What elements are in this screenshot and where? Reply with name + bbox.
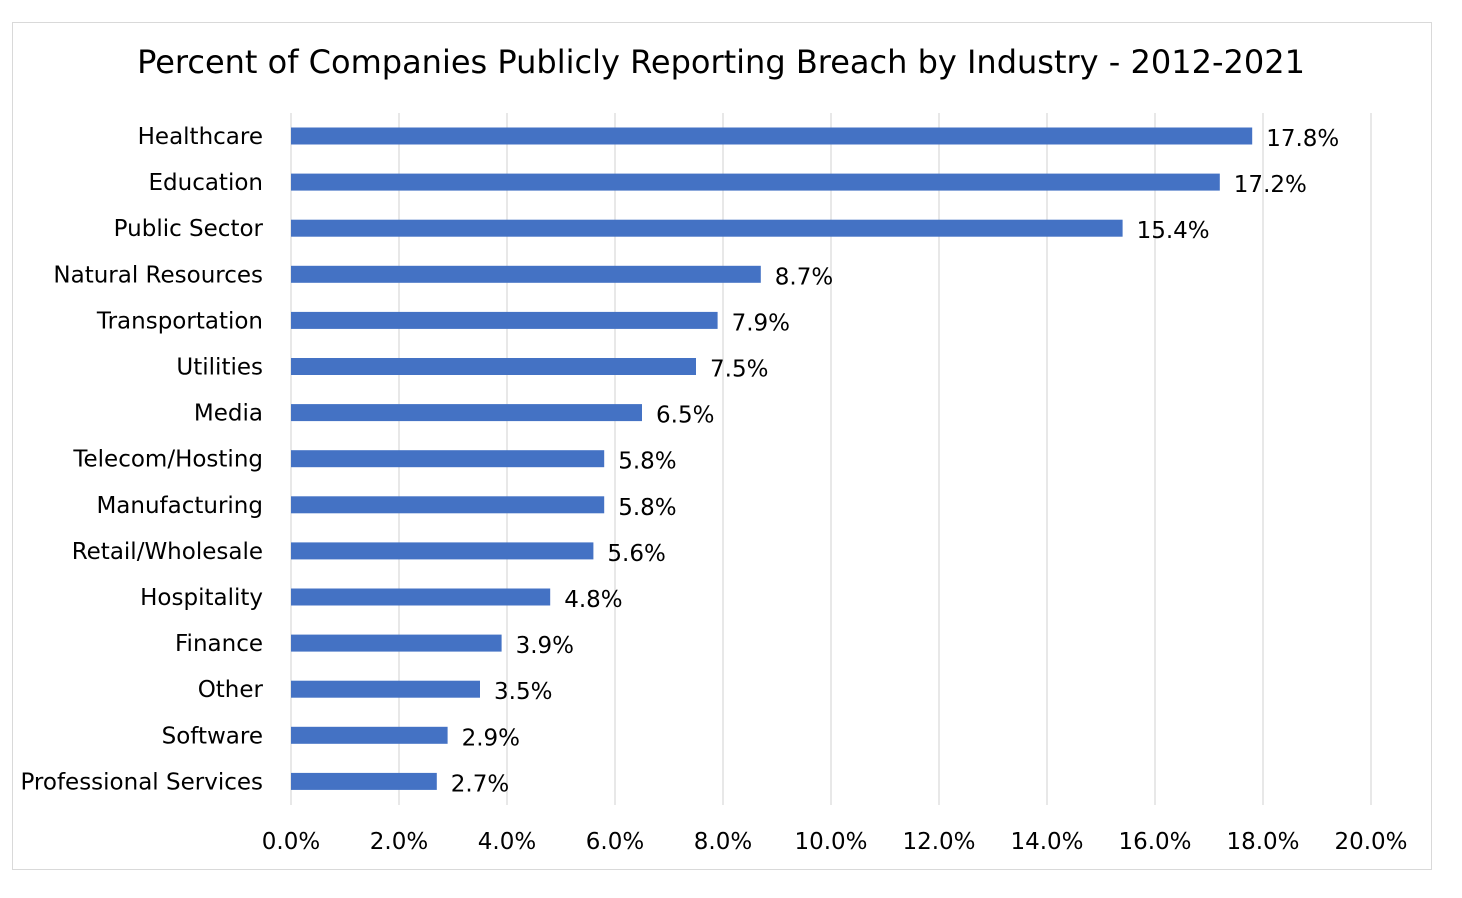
x-tick-label: 14.0% — [1010, 829, 1083, 855]
data-label: 5.8% — [618, 495, 676, 521]
data-label: 6.5% — [656, 403, 714, 429]
data-label: 8.7% — [775, 264, 833, 290]
bar — [291, 450, 605, 468]
data-label: 17.8% — [1266, 126, 1339, 152]
category-label: Hospitality — [140, 585, 263, 611]
bar — [291, 219, 1123, 237]
x-tick-label: 4.0% — [478, 829, 536, 855]
bars — [291, 127, 1253, 790]
value-labels: 17.8% 17.2% 15.4% 8.7% 7.9% 7.5% 6.5% 5.8% 5.8% 5… — [451, 126, 1339, 797]
x-tick-label: 10.0% — [794, 829, 867, 855]
bar — [291, 404, 642, 422]
chart-title: Percent of Companies Publicly Reporting … — [137, 43, 1305, 81]
bar — [291, 265, 761, 283]
x-tick-label: 2.0% — [370, 829, 428, 855]
category-labels: Healthcare Education Public Sector Natural … — [20, 124, 263, 795]
chart-frame — [12, 22, 1432, 870]
data-label: 17.2% — [1234, 172, 1307, 198]
data-label: 2.7% — [451, 771, 509, 797]
category-label: Public Sector — [114, 216, 264, 242]
bar — [291, 588, 551, 606]
x-tick-label: 18.0% — [1226, 829, 1299, 855]
category-label: Software — [162, 723, 263, 749]
data-label: 7.9% — [732, 310, 790, 336]
bar — [291, 127, 1253, 145]
data-label: 3.5% — [494, 679, 552, 705]
bar — [291, 496, 605, 514]
x-tick-label: 12.0% — [902, 829, 975, 855]
bar — [291, 173, 1220, 191]
x-axis-tick-labels: 0.0% 2.0% 4.0% 6.0% 8.0% 10.0% 12.0% 14.0% 16.0%… — [262, 829, 1408, 855]
category-label: Education — [148, 170, 263, 196]
x-tick-label: 20.0% — [1334, 829, 1407, 855]
data-label: 4.8% — [564, 587, 622, 613]
category-label: Telecom/Hosting — [72, 447, 263, 473]
bar — [291, 311, 718, 329]
data-label: 2.9% — [462, 725, 520, 751]
category-label: Retail/Wholesale — [72, 539, 263, 565]
data-label: 7.5% — [710, 357, 768, 383]
bar — [291, 542, 594, 560]
x-tick-label: 0.0% — [262, 829, 320, 855]
bar — [291, 358, 696, 375]
bar — [291, 634, 502, 652]
x-tick-label: 8.0% — [694, 829, 752, 855]
category-label: Utilities — [176, 355, 263, 381]
bar — [291, 680, 480, 698]
bar — [291, 772, 437, 790]
x-tick-label: 16.0% — [1118, 829, 1191, 855]
category-label: Transportation — [96, 308, 263, 334]
category-label: Professional Services — [20, 769, 263, 795]
data-label: 5.8% — [618, 449, 676, 475]
data-label: 15.4% — [1137, 218, 1210, 244]
category-label: Other — [198, 677, 264, 703]
category-label: Media — [194, 401, 263, 427]
category-label: Natural Resources — [53, 262, 263, 288]
data-label: 3.9% — [516, 633, 574, 659]
x-tick-label: 6.0% — [586, 829, 644, 855]
bar — [291, 726, 448, 744]
category-label: Manufacturing — [96, 493, 263, 519]
category-label: Healthcare — [138, 124, 263, 150]
data-label: 5.6% — [607, 541, 665, 567]
category-label: Finance — [175, 631, 263, 657]
